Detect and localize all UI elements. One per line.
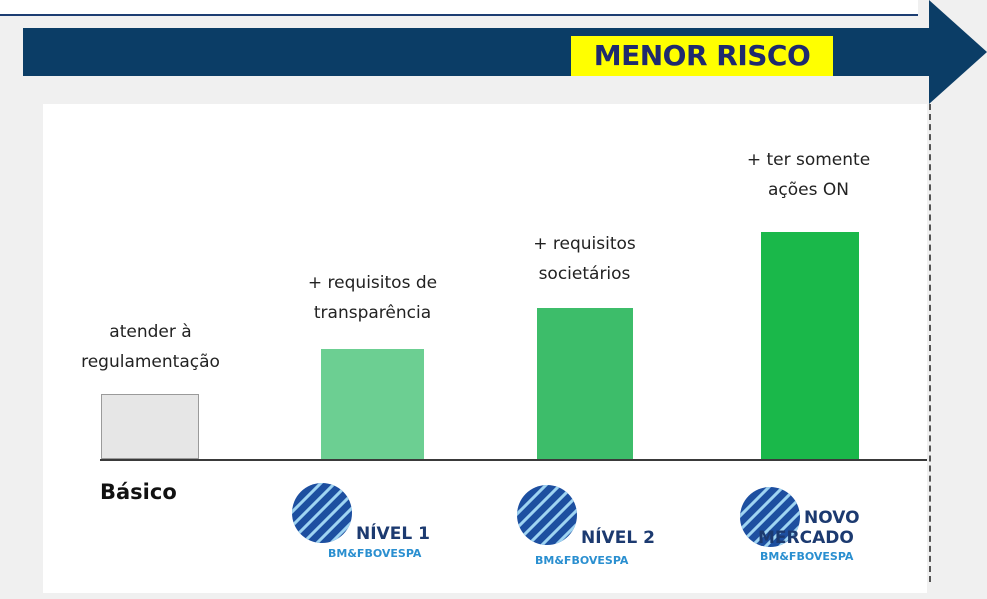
bar-nivel2 bbox=[537, 308, 633, 459]
note-line: ações ON bbox=[768, 180, 849, 200]
tier-label-basico: Básico bbox=[100, 480, 177, 504]
logo-exchange: BM&FBOVESPA bbox=[328, 547, 422, 560]
note-line: + requisitos de bbox=[307, 273, 438, 293]
logo-novo-mercado: NOVO MERCADO BM&FBOVESPA bbox=[738, 484, 898, 584]
logo-exchange: BM&FBOVESPA bbox=[760, 550, 854, 563]
globe-icon bbox=[292, 483, 352, 543]
note-novo-mercado: + ter somente ações ON bbox=[716, 145, 901, 205]
logo-title: NÍVEL 2 bbox=[581, 528, 655, 548]
bar-novo-mercado bbox=[761, 232, 859, 459]
top-divider bbox=[0, 0, 918, 16]
logo-title: NÍVEL 1 bbox=[356, 524, 430, 544]
note-line: regulamentação bbox=[81, 352, 220, 372]
bar-basico bbox=[101, 394, 199, 459]
baseline bbox=[100, 459, 927, 461]
note-line: + requisitos bbox=[533, 234, 636, 254]
logo-nivel1: NÍVEL 1 BM&FBOVESPA bbox=[290, 480, 450, 570]
note-line: + ter somente bbox=[746, 150, 871, 170]
globe-icon bbox=[517, 485, 577, 545]
note-nivel1: + requisitos de transparência bbox=[280, 268, 465, 328]
bar-nivel1 bbox=[321, 349, 424, 459]
logo-nivel2: NÍVEL 2 BM&FBOVESPA bbox=[515, 482, 675, 572]
note-line: transparência bbox=[313, 303, 432, 323]
note-nivel2: + requisitos societários bbox=[492, 229, 677, 289]
note-basico: atender à regulamentação bbox=[58, 317, 243, 377]
risk-arrow bbox=[23, 0, 987, 104]
globe-icon bbox=[740, 487, 800, 547]
logo-title-line1: NOVO bbox=[804, 508, 860, 528]
dashed-divider bbox=[929, 104, 931, 582]
arrow-label: MENOR RISCO bbox=[571, 36, 833, 76]
note-line: atender à bbox=[109, 322, 192, 342]
note-line: societários bbox=[538, 264, 631, 284]
logo-exchange: BM&FBOVESPA bbox=[535, 554, 629, 567]
logo-title-line2: MERCADO bbox=[758, 528, 854, 548]
